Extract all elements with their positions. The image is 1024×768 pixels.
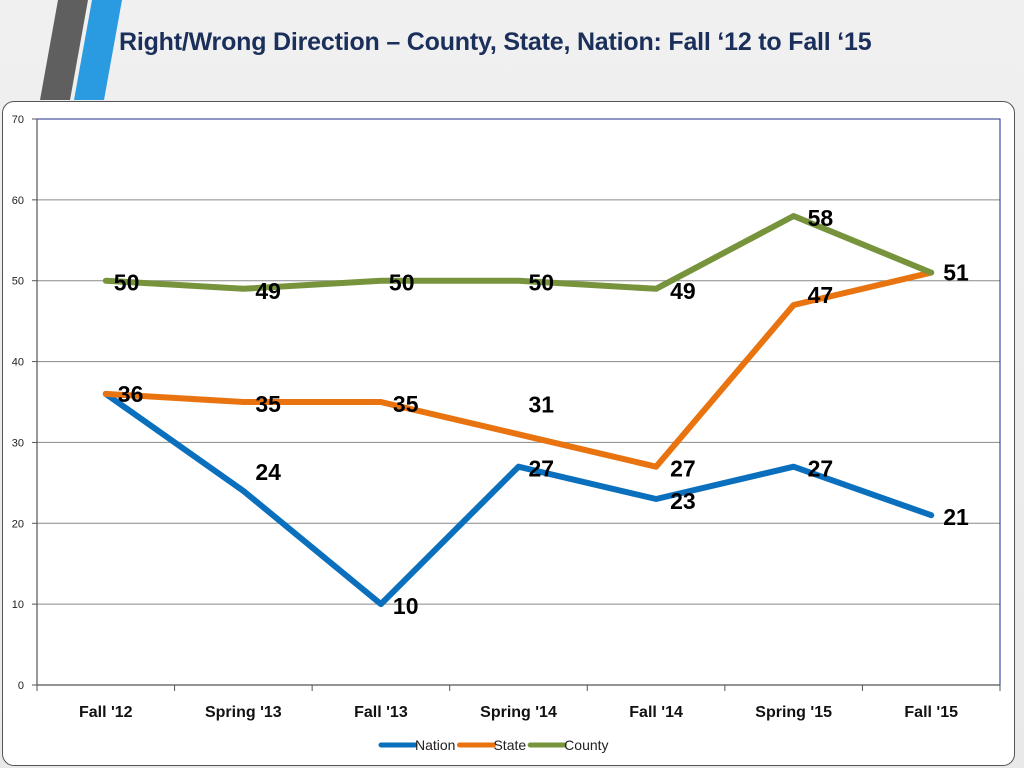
data-label-nation: 27 xyxy=(808,456,834,482)
data-label-state: 35 xyxy=(255,391,281,417)
data-label-state: 35 xyxy=(393,391,419,417)
x-tick-label: Fall '15 xyxy=(904,704,958,721)
y-tick-label: 20 xyxy=(12,518,24,530)
chart-card: 0 10 20 30 40 50 60 70 Fall '12 Spring '13 Fall '… xyxy=(2,101,1015,766)
y-tick-label: 0 xyxy=(18,680,24,692)
x-tick-label: Fall '14 xyxy=(629,704,683,721)
data-label-state: 47 xyxy=(808,282,834,308)
data-label-state: 27 xyxy=(670,456,696,482)
series-line-county xyxy=(102,213,935,292)
axes xyxy=(32,118,1001,691)
data-label-nation: 23 xyxy=(670,488,696,514)
y-tick-label: 30 xyxy=(12,437,24,449)
series-lines xyxy=(102,213,935,608)
data-label-nation: 21 xyxy=(943,504,969,530)
slide-header: Right/Wrong Direction – County, State, N… xyxy=(0,0,1024,100)
series-line-state xyxy=(102,269,935,470)
data-label-nation: 27 xyxy=(529,456,555,482)
x-tick-label: Spring '14 xyxy=(480,704,557,721)
legend-label-nation: Nation xyxy=(415,737,455,753)
x-tick-label: Fall '12 xyxy=(79,704,133,721)
data-label-county: 49 xyxy=(670,278,696,304)
legend-label-state: State xyxy=(493,737,526,753)
y-tick-label: 40 xyxy=(12,357,24,369)
legend: Nation State County xyxy=(378,737,609,753)
data-labels: 36 24 10 27 23 27 21 35 35 31 27 47 51 50 49 50 50 49 58 xyxy=(114,205,969,619)
y-tick-label: 60 xyxy=(12,195,24,207)
data-label-nation: 10 xyxy=(393,593,419,619)
plot-area-border xyxy=(36,118,1001,686)
x-tick-label: Spring '15 xyxy=(755,704,832,721)
slide-title: Right/Wrong Direction – County, State, N… xyxy=(119,28,872,56)
y-tick-label: 70 xyxy=(12,114,24,126)
data-label-nation: 24 xyxy=(255,459,281,485)
data-label-county: 49 xyxy=(255,278,281,304)
data-label-county: 50 xyxy=(529,270,555,296)
data-label-state: 51 xyxy=(943,260,969,286)
data-label-nation: 36 xyxy=(118,381,144,407)
y-tick-label: 50 xyxy=(12,276,24,288)
series-line-nation xyxy=(102,390,935,608)
header-stripes-decoration xyxy=(40,0,122,100)
y-axis-ticks: 0 10 20 30 40 50 60 70 xyxy=(12,114,24,692)
y-tick-label: 10 xyxy=(12,599,24,611)
x-axis-ticks: Fall '12 Spring '13 Fall '13 Spring '14 Fall… xyxy=(79,704,958,721)
legend-label-county: County xyxy=(564,737,608,753)
gridlines xyxy=(37,118,1000,605)
data-label-county: 50 xyxy=(114,270,140,296)
x-tick-label: Spring '13 xyxy=(205,704,282,721)
data-label-county: 58 xyxy=(808,205,834,231)
x-tick-label: Fall '13 xyxy=(354,704,408,721)
data-label-state: 31 xyxy=(529,391,555,417)
data-label-county: 50 xyxy=(389,270,415,296)
